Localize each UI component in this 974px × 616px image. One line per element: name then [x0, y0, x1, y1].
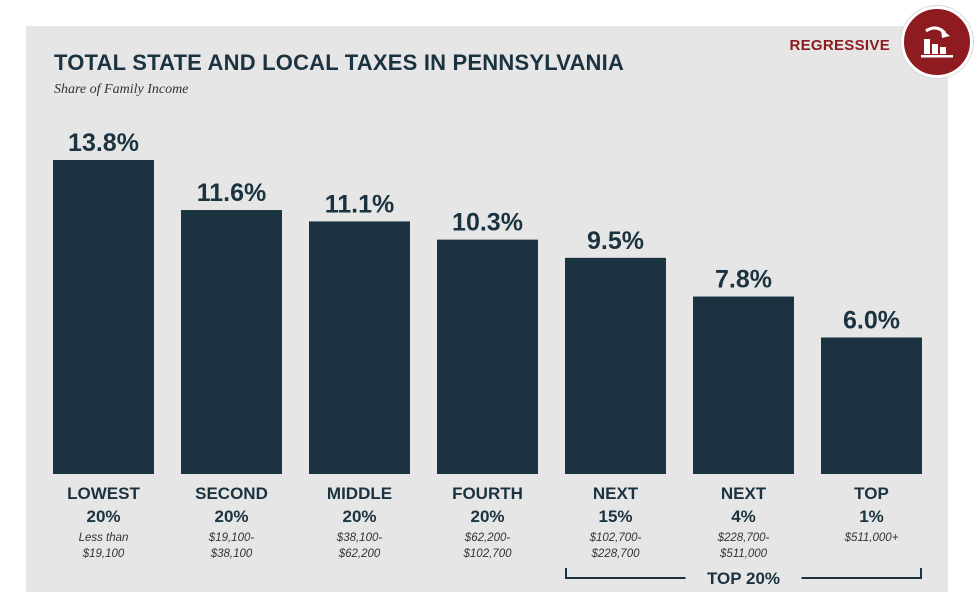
income-range-label: $228,700- [717, 532, 770, 544]
regressive-label: REGRESSIVE [789, 37, 890, 54]
bar [53, 160, 154, 474]
data-label: 11.6% [197, 179, 267, 207]
category-label: 20% [214, 507, 248, 526]
bar [181, 210, 282, 474]
income-range-label: $102,700- [589, 532, 642, 544]
bar [309, 221, 410, 474]
category-label: 20% [470, 507, 504, 526]
category-label: 15% [598, 507, 632, 526]
income-range-label: $38,100 [210, 548, 253, 560]
data-label: 9.5% [587, 227, 644, 255]
regressive-badge [901, 6, 973, 78]
income-range-label: $102,700 [463, 548, 513, 560]
category-label: 4% [731, 507, 756, 526]
data-label: 11.1% [325, 190, 395, 218]
data-label: 13.8% [68, 129, 139, 157]
bar [693, 296, 794, 474]
top-20-bracket-label: TOP 20% [707, 569, 780, 588]
category-label: FOURTH [452, 484, 523, 503]
category-label: TOP [854, 484, 889, 503]
income-range-label: $228,700 [591, 548, 641, 560]
income-range-label: $19,100 [82, 548, 125, 560]
category-label: 1% [859, 507, 884, 526]
data-label: 6.0% [843, 306, 900, 334]
regressive-bar-chart-icon [921, 26, 953, 58]
income-range-label: $38,100- [336, 532, 383, 544]
income-range-label: $62,200 [338, 548, 381, 560]
income-range-label: Less than [79, 532, 129, 544]
top-20-bracket-left [565, 568, 686, 579]
income-range-label: $62,200- [464, 532, 511, 544]
bar [821, 337, 922, 474]
income-range-label: $511,000 [719, 548, 768, 560]
category-label: MIDDLE [327, 484, 392, 503]
category-label: 20% [86, 507, 120, 526]
income-range-label: $511,000+ [844, 532, 899, 544]
data-label: 7.8% [715, 266, 772, 294]
bar [565, 257, 666, 474]
chart-subtitle: Share of Family Income [54, 82, 189, 97]
bar [437, 239, 538, 474]
chart-title: TOTAL STATE AND LOCAL TAXES IN PENNSYLVA… [54, 50, 625, 75]
top-20-bracket-right [801, 568, 922, 579]
data-label: 10.3% [452, 209, 523, 237]
category-label: NEXT [593, 484, 639, 503]
category-label: LOWEST [67, 484, 140, 503]
category-label: SECOND [195, 484, 268, 503]
income-range-label: $19,100- [208, 532, 255, 544]
category-label: NEXT [721, 484, 767, 503]
category-label: 20% [342, 507, 376, 526]
